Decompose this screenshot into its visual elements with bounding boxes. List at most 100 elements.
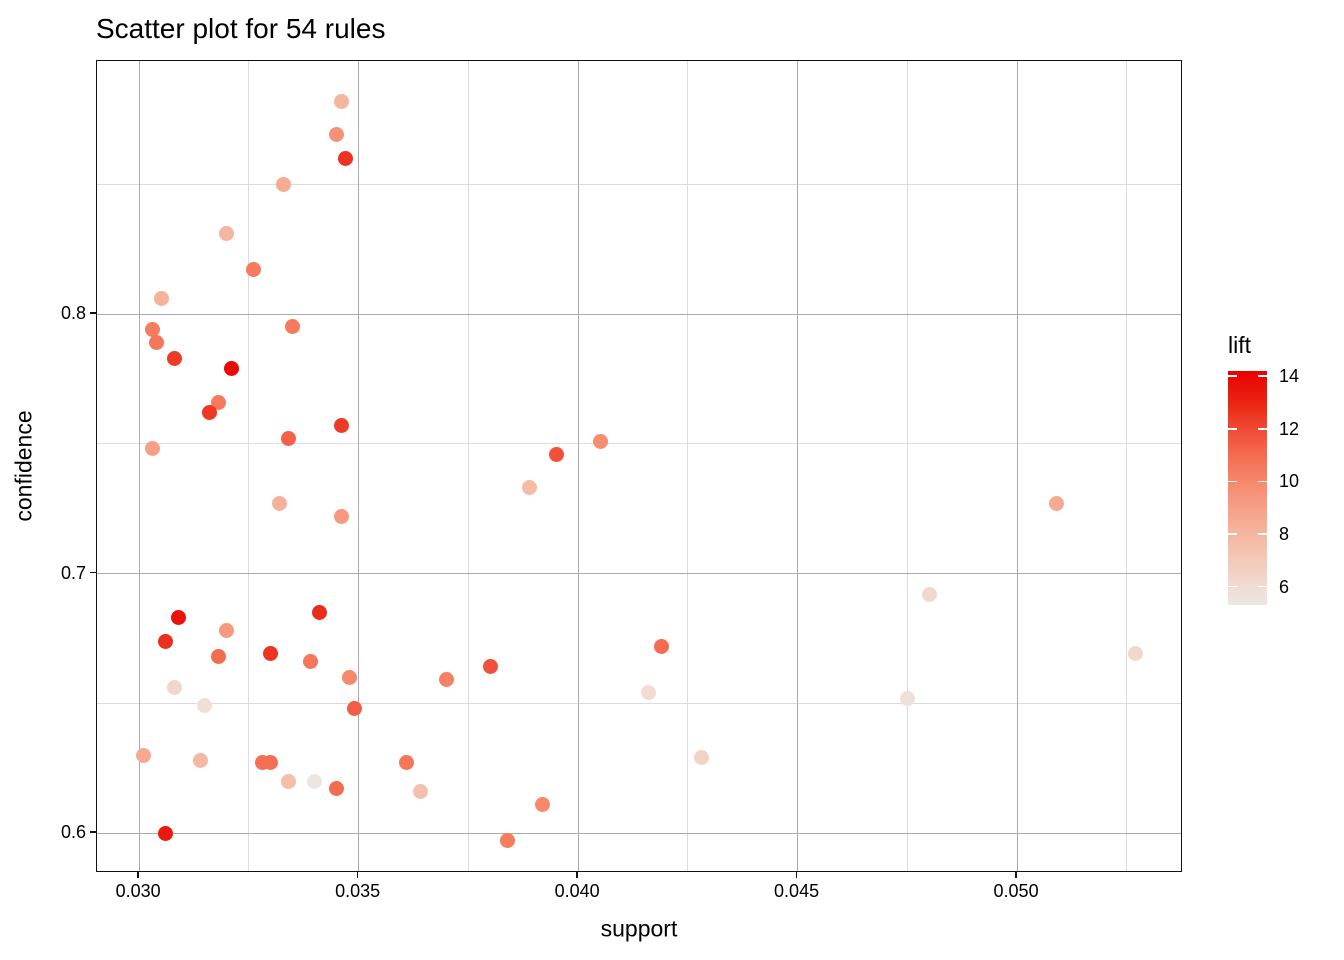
y-axis-tick-label: 0.7: [60, 562, 86, 583]
x-axis-tick-label: 0.050: [993, 881, 1039, 901]
data-point: [535, 796, 551, 812]
data-point: [399, 755, 415, 771]
data-point: [654, 638, 669, 654]
data-point: [500, 833, 516, 849]
y-axis-tick-label: 0.6: [60, 822, 86, 843]
x-axis-tick-label: 0.040: [554, 881, 600, 901]
data-point: [592, 433, 608, 449]
data-point: [333, 93, 349, 109]
data-point: [522, 480, 538, 496]
legend-tick: [1228, 480, 1237, 483]
y-minor-gridline: [97, 702, 1181, 704]
data-point: [166, 350, 182, 366]
data-point: [307, 773, 323, 789]
data-point: [223, 361, 239, 377]
x-axis-tick: [137, 872, 139, 878]
y-major-gridline: [97, 573, 1181, 575]
data-point: [311, 604, 327, 620]
legend-tick: [1228, 585, 1237, 588]
legend-tick: [1258, 428, 1267, 430]
x-major-gridline: [797, 61, 799, 871]
y-major-gridline: [97, 313, 1181, 315]
data-point: [219, 226, 235, 242]
x-major-gridline: [358, 61, 360, 871]
y-axis-title: confidence: [10, 410, 37, 522]
data-point: [144, 441, 160, 457]
data-point: [263, 755, 279, 771]
data-point: [693, 750, 709, 766]
data-point: [640, 685, 656, 701]
data-point: [149, 335, 165, 351]
data-point: [329, 781, 345, 797]
data-point: [171, 610, 187, 626]
data-point: [245, 262, 261, 278]
x-minor-gridline: [467, 61, 469, 871]
legend-tick: [1228, 428, 1237, 430]
y-major-gridline: [97, 832, 1181, 834]
data-point: [153, 290, 169, 306]
data-point: [157, 825, 173, 841]
data-point: [346, 700, 362, 716]
data-point: [263, 646, 279, 662]
data-point: [329, 127, 345, 143]
y-axis-tick: [90, 312, 96, 314]
data-point: [136, 747, 152, 763]
y-minor-gridline: [97, 443, 1181, 445]
data-point: [166, 680, 182, 696]
data-point: [438, 672, 454, 688]
legend-tick-label: 6: [1279, 576, 1290, 597]
y-axis-tick: [90, 571, 96, 574]
data-point: [285, 319, 301, 335]
data-point: [921, 586, 937, 602]
x-axis-tick-label: 0.035: [335, 881, 381, 901]
data-point: [210, 649, 226, 665]
legend-colorbar: [1228, 371, 1267, 605]
x-major-gridline: [138, 61, 140, 871]
data-point: [899, 690, 915, 706]
y-minor-gridline: [97, 183, 1181, 185]
x-minor-gridline: [248, 61, 250, 871]
data-point: [272, 495, 288, 511]
data-point: [280, 773, 296, 789]
y-axis-tick-label: 0.8: [60, 303, 86, 324]
x-major-gridline: [1016, 61, 1018, 871]
y-axis-tick: [90, 831, 96, 833]
plot-panel: [96, 60, 1182, 872]
legend-tick-label: 12: [1279, 418, 1300, 439]
data-point: [197, 698, 213, 714]
data-point: [342, 669, 358, 685]
data-point: [144, 322, 160, 338]
legend-tick: [1258, 533, 1267, 535]
x-axis-tick-label: 0.045: [774, 881, 820, 901]
data-point: [276, 176, 292, 192]
data-point: [219, 623, 235, 639]
chart-title: Scatter plot for 54 rules: [96, 13, 386, 44]
data-point: [193, 752, 209, 768]
x-major-gridline: [577, 61, 579, 871]
x-minor-gridline: [906, 61, 908, 871]
x-axis-tick: [1015, 872, 1017, 878]
data-point: [333, 418, 349, 434]
data-point: [157, 633, 173, 649]
data-point: [1128, 646, 1144, 662]
legend-tick: [1258, 375, 1267, 378]
legend-title: lift: [1228, 332, 1251, 358]
x-minor-gridline: [687, 61, 689, 871]
legend-tick: [1228, 375, 1237, 378]
data-point: [333, 508, 349, 524]
x-axis-tick: [795, 872, 798, 878]
data-point: [337, 150, 353, 166]
data-point: [548, 446, 564, 462]
legend-tick: [1258, 480, 1267, 483]
data-point: [482, 659, 498, 675]
data-point: [1049, 495, 1065, 511]
data-point: [201, 405, 217, 421]
data-point: [412, 784, 428, 799]
x-axis-title: support: [600, 915, 678, 942]
x-axis-tick: [356, 872, 359, 878]
x-axis-tick: [576, 872, 578, 878]
legend-tick: [1228, 533, 1237, 535]
legend-tick-label: 8: [1279, 524, 1290, 544]
x-axis-tick-label: 0.030: [115, 881, 161, 901]
